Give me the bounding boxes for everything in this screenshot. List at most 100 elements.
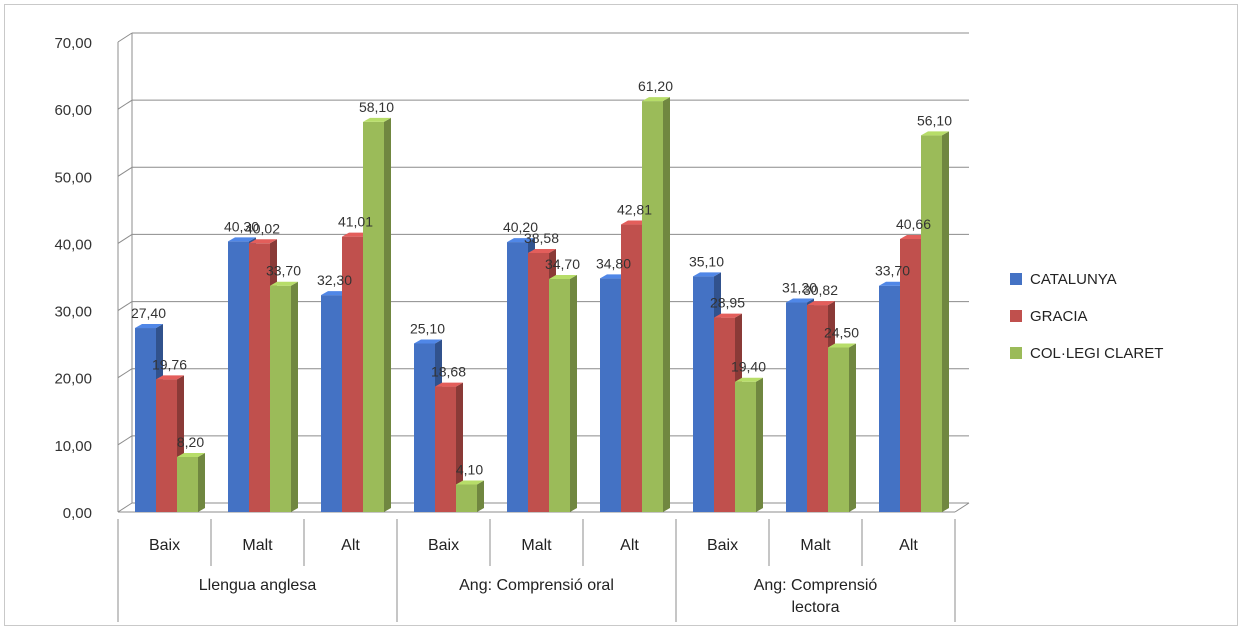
x-group-label: Ang: Comprensió oral — [459, 577, 614, 594]
gridline-depth — [117, 301, 133, 311]
bar-front — [900, 238, 921, 513]
y-tick-label: 30,00 — [54, 304, 92, 321]
x-category-label: Alt — [620, 537, 639, 554]
y-axis: 0,00 10,00 20,00 30,00 40,00 50,00 60,00 70,00 — [54, 35, 92, 522]
x-category-label: Malt — [521, 537, 552, 554]
bar-top — [507, 238, 535, 243]
gridline-depth — [117, 502, 133, 513]
data-label: 56,10 — [917, 112, 952, 128]
bar — [735, 377, 763, 512]
data-label: 30,82 — [803, 282, 838, 298]
x-group-label: Ang: Comprensió — [754, 577, 878, 594]
y-tick-label: 20,00 — [54, 371, 92, 388]
bar-front — [807, 305, 828, 512]
y-tick-label: 60,00 — [54, 102, 92, 119]
bar-front — [528, 252, 549, 512]
data-label: 24,50 — [824, 325, 859, 341]
gridline-depth — [117, 435, 133, 446]
bar-front — [600, 278, 621, 512]
bar-top — [363, 117, 391, 122]
bar-top — [807, 301, 835, 306]
x-category-label: Alt — [341, 537, 360, 554]
bar-front — [507, 242, 528, 513]
bar-side — [456, 382, 463, 512]
bar-top — [270, 281, 298, 286]
y-tick-label: 40,00 — [54, 236, 92, 253]
bar-front — [693, 276, 714, 512]
floor-right-edge — [954, 502, 970, 513]
data-label: 58,10 — [359, 99, 394, 115]
data-label: 28,95 — [710, 295, 745, 311]
data-label: 42,81 — [617, 202, 652, 218]
bar-front — [270, 285, 291, 512]
data-label: 40,66 — [896, 216, 931, 232]
x-category-label: Malt — [242, 537, 273, 554]
bar-front — [879, 285, 900, 512]
bar-top — [249, 239, 277, 244]
bar-top — [135, 324, 163, 329]
bar-front — [642, 101, 663, 512]
gridline-depth — [117, 234, 133, 244]
x-category-label: Alt — [899, 537, 918, 554]
bar-top — [693, 272, 721, 277]
bar-top — [735, 377, 763, 382]
data-label: 33,70 — [266, 263, 301, 279]
bar — [921, 131, 949, 513]
bar — [549, 275, 577, 512]
bar-top — [156, 375, 184, 380]
bar — [828, 343, 856, 512]
bar-side — [198, 452, 205, 512]
bar-front — [342, 236, 363, 512]
bar-side — [384, 117, 391, 513]
bar-top — [921, 131, 949, 136]
x-category-label: Baix — [707, 537, 738, 554]
bar-top — [642, 97, 670, 102]
data-label: 38,58 — [524, 230, 559, 246]
data-label: 19,40 — [731, 359, 766, 375]
bar-top — [528, 248, 556, 253]
legend-swatch — [1010, 347, 1022, 359]
data-label: 4,10 — [456, 461, 483, 477]
bar-top — [549, 275, 577, 280]
data-label: 25,10 — [410, 320, 445, 336]
bar — [270, 281, 298, 512]
data-label: 18,68 — [431, 364, 466, 380]
gridline-depth — [117, 32, 133, 43]
bar-front — [228, 241, 249, 512]
bar-front — [828, 347, 849, 512]
bar-top — [828, 343, 856, 348]
x-category-label: Baix — [149, 537, 180, 554]
x-group-label: Llengua anglesa — [199, 577, 317, 594]
x-category-label: Baix — [428, 537, 459, 554]
bar-side — [570, 275, 577, 512]
gridline-depth — [117, 166, 133, 177]
bar-side — [477, 480, 484, 512]
y-tick-label: 10,00 — [54, 438, 92, 455]
x-group-label: lectora — [791, 599, 839, 616]
x-axis: Baix Malt Alt Baix Malt Alt Baix Malt Alt Llengua… — [117, 519, 956, 622]
legend-swatch — [1010, 310, 1022, 322]
bar — [456, 480, 484, 512]
bar-top — [456, 480, 484, 485]
bar-front — [435, 386, 456, 512]
bar-front — [363, 121, 384, 513]
data-label: 32,30 — [317, 272, 352, 288]
data-label: 27,40 — [131, 305, 166, 321]
bar — [642, 97, 670, 512]
bar-front — [735, 381, 756, 512]
bar-front — [135, 328, 156, 512]
bar-front — [714, 317, 735, 512]
legend-label: GRACIA — [1030, 308, 1088, 325]
gridline-depth — [117, 99, 133, 110]
bar-side — [756, 377, 763, 512]
bar-side — [291, 281, 298, 512]
data-label: 35,10 — [689, 253, 724, 269]
bar-front — [921, 135, 942, 513]
data-label: 40,30 — [224, 218, 259, 234]
data-label: 8,20 — [177, 434, 204, 450]
data-label: 40,02 — [245, 220, 280, 236]
gridline-depth — [117, 368, 133, 379]
bar — [435, 382, 463, 512]
data-label: 41,01 — [338, 214, 373, 230]
